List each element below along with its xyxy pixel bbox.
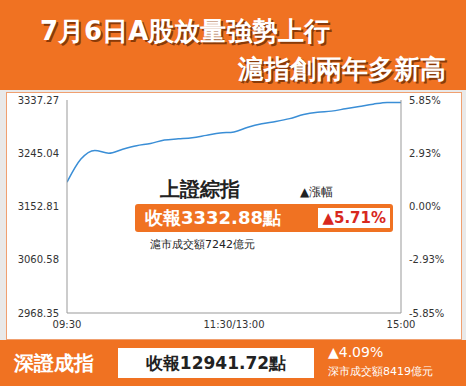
html-text:收報3332.88點: 收報3332.88點	[145, 207, 281, 228]
html-text:收報12941.72點: 收報12941.72點	[145, 352, 287, 373]
html-text:滬市成交額7242億元: 滬市成交額7242億元	[150, 238, 255, 251]
svg-text:0.00%: 0.00%	[409, 201, 441, 212]
svg-text:3060.58: 3060.58	[18, 254, 59, 265]
html-text:▲4.09%: ▲4.09%	[328, 344, 384, 360]
html-text:上證綜指: 上證綜指	[160, 177, 240, 201]
svg-text:-2.93%: -2.93%	[409, 254, 444, 265]
html-text:滬指創兩年多新高: 滬指創兩年多新高	[238, 54, 446, 84]
html-text:深證成指: 深證成指	[14, 351, 94, 375]
svg-text:5.85%: 5.85%	[409, 95, 441, 106]
svg-text:11:30/13:00: 11:30/13:00	[203, 319, 264, 330]
svg-text:2.93%: 2.93%	[409, 148, 441, 159]
html-text:▲漲幅: ▲漲幅	[300, 185, 334, 199]
svg-text:-5.85%: -5.85%	[409, 308, 444, 319]
svg-text:15:00: 15:00	[387, 319, 416, 330]
svg-text:3337.27: 3337.27	[18, 95, 59, 106]
svg-text:09:30: 09:30	[53, 319, 82, 330]
html-text:深市成交額8419億元: 深市成交額8419億元	[328, 365, 433, 378]
svg-text:3245.04: 3245.04	[18, 148, 59, 159]
svg-text:2968.35: 2968.35	[18, 308, 59, 319]
html-text:▲5.71%: ▲5.71%	[322, 209, 386, 227]
html-text:7月6日A股放量強勢上行: 7月6日A股放量強勢上行	[40, 16, 331, 46]
svg-text:3152.81: 3152.81	[18, 201, 59, 212]
